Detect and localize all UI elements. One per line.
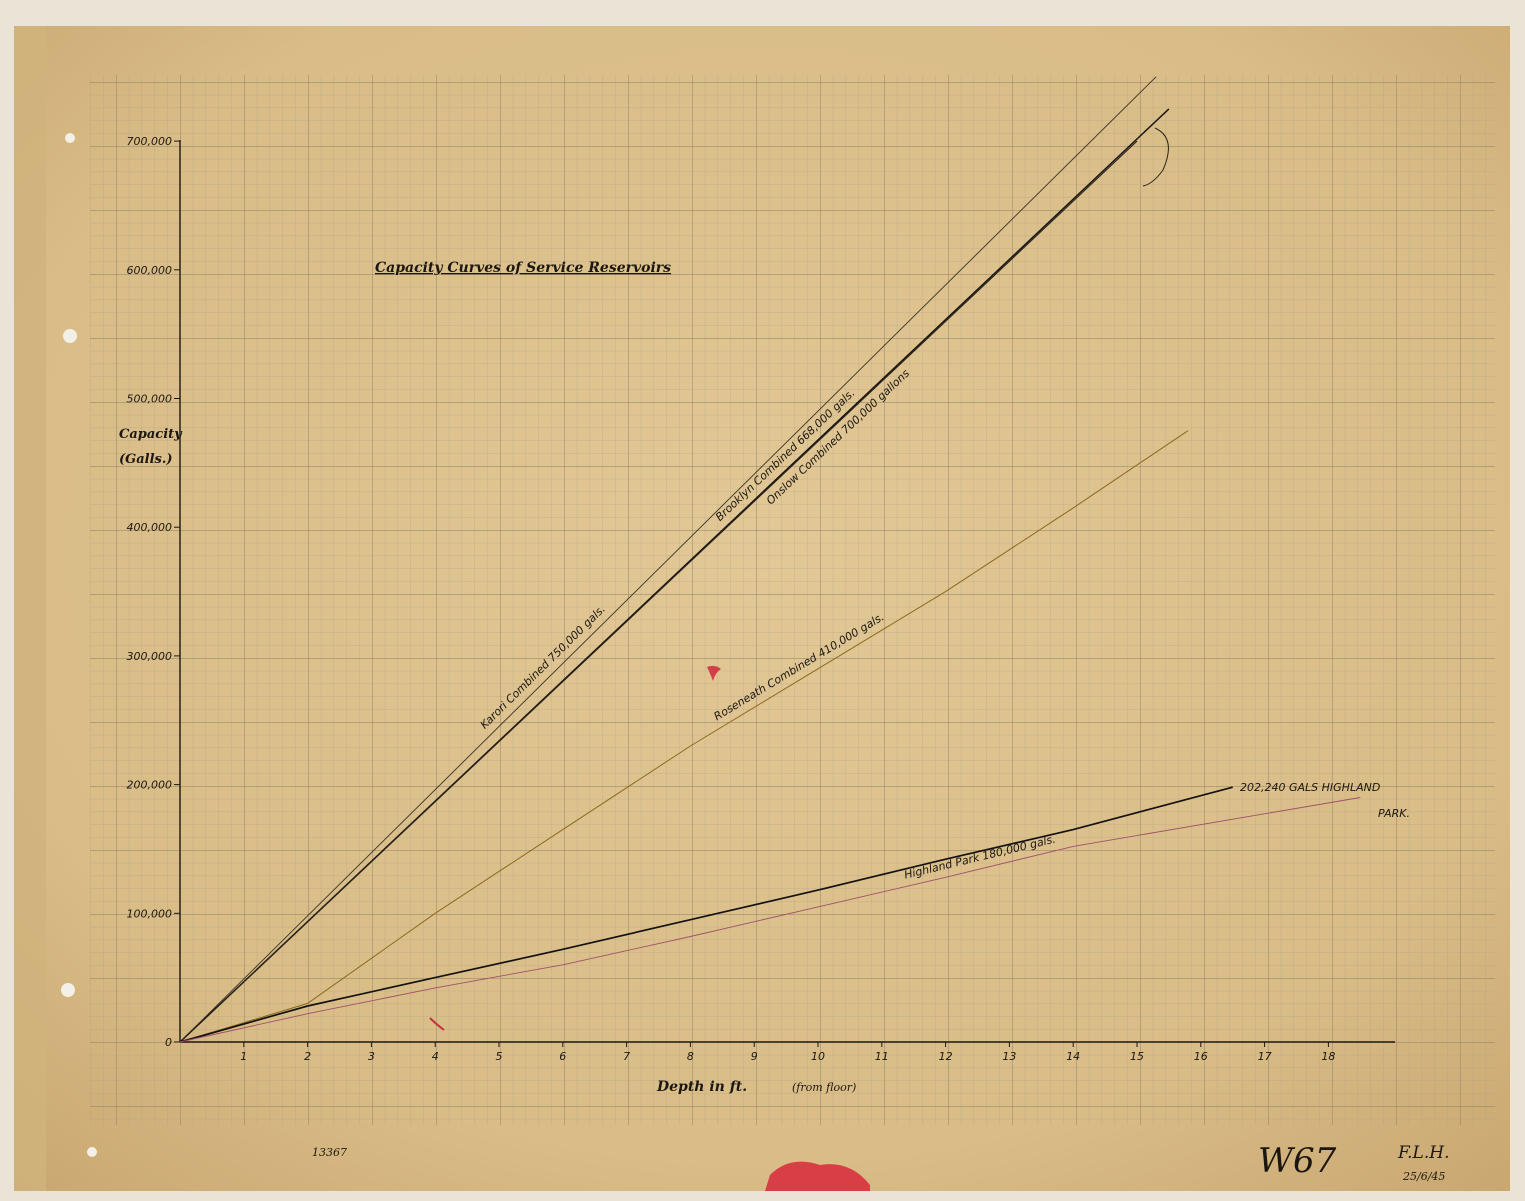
- chart-title: Capacity Curves of Service Reservoirs: [375, 260, 671, 276]
- punch-hole: [65, 133, 75, 143]
- series-line: [179, 140, 1138, 1043]
- annotation-highland-park: PARK.: [1378, 807, 1410, 820]
- x-tick-label: 2: [304, 1050, 311, 1063]
- x-tick-label: 8: [687, 1050, 694, 1063]
- x-axis-title: Depth in ft.: [656, 1079, 747, 1095]
- y-tick-label: 200,000: [127, 779, 173, 792]
- x-axis-note: (from floor): [792, 1081, 856, 1094]
- x-tick-label: 17: [1258, 1050, 1272, 1063]
- x-tick-label: 1: [240, 1050, 247, 1063]
- initials: F.L.H.: [1397, 1143, 1449, 1163]
- red-mark: [429, 1017, 445, 1031]
- x-tick-label: 18: [1321, 1050, 1335, 1063]
- punch-hole: [87, 1147, 97, 1157]
- x-tick-label: 14: [1066, 1050, 1080, 1063]
- y-tick-label: 100,000: [127, 907, 173, 920]
- x-tick-label: 12: [939, 1050, 953, 1063]
- stamp-number: 13367: [312, 1146, 347, 1159]
- grid-major: [90, 75, 1495, 1125]
- x-tick-label: 15: [1130, 1050, 1144, 1063]
- y-axis-title: Capacity: [119, 427, 183, 442]
- x-tick-label: 6: [559, 1050, 566, 1063]
- punch-hole: [63, 329, 77, 343]
- red-stain: [765, 1161, 870, 1191]
- x-tick-label: 16: [1194, 1050, 1208, 1063]
- series-line: [179, 797, 1361, 1043]
- x-tick-label: 4: [432, 1050, 439, 1063]
- x-tick-label: 10: [811, 1050, 825, 1063]
- red-mark: [707, 665, 721, 681]
- x-tick-label: 7: [623, 1050, 630, 1063]
- x-tick-label: 13: [1002, 1050, 1016, 1063]
- series-line: [179, 786, 1233, 1043]
- y-tick-label: 500,000: [127, 393, 173, 406]
- y-axis-unit: (Galls.): [119, 452, 173, 467]
- sheet-code: W67: [1258, 1141, 1337, 1181]
- x-tick-label: 3: [368, 1050, 375, 1063]
- annotation-highland-gallons: 202,240 GALS HIGHLAND: [1240, 781, 1380, 794]
- y-tick-label: 600,000: [127, 264, 173, 277]
- x-tick-label: 11: [875, 1050, 889, 1063]
- x-tick-label: 9: [751, 1050, 758, 1063]
- y-tick-label: 300,000: [127, 650, 173, 663]
- date-mark: 25/6/45: [1402, 1170, 1445, 1183]
- series-line: [179, 76, 1157, 1043]
- binding-strip: [14, 26, 46, 1191]
- y-tick-label: 0: [165, 1036, 172, 1049]
- y-tick-label: 700,000: [127, 135, 173, 148]
- y-tick-label: 400,000: [127, 521, 173, 534]
- punch-hole: [61, 983, 75, 997]
- series-line: [179, 430, 1189, 1043]
- x-tick-label: 5: [496, 1050, 503, 1063]
- arrow-mark: [1142, 127, 1169, 187]
